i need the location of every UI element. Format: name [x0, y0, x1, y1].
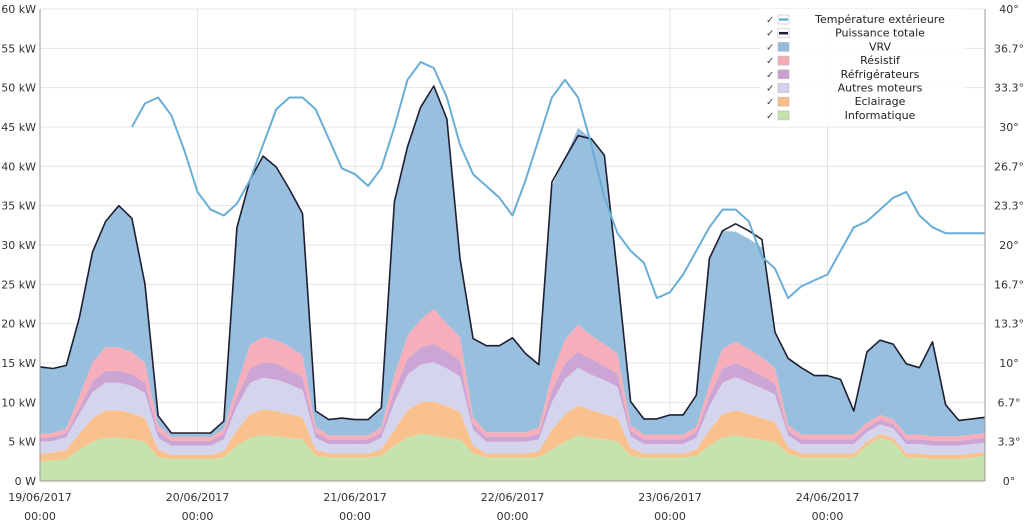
- axes: 0 W 5 kW 10 kW 15 kW 20 kW 25 kW 30 kW 35 kW 40 …: [1, 3, 1024, 523]
- legend-label[interactable]: Puissance totale: [835, 27, 925, 40]
- y-tick-label: 40 kW: [1, 160, 36, 173]
- y2-tick-label: 10°: [999, 357, 1019, 370]
- stacked-areas: [40, 88, 985, 481]
- area-eclairage: [40, 401, 985, 462]
- x-tick-date: 24/06/2017: [796, 491, 859, 504]
- x-tick-time: 00:00: [497, 510, 529, 523]
- x-tick-date: 20/06/2017: [166, 491, 229, 504]
- x-tick-time: 00:00: [339, 510, 371, 523]
- y-tick-label: 30 kW: [1, 239, 36, 252]
- y2-tick-label: 26.7°: [994, 160, 1024, 173]
- line-puissance-totale: [39, 85, 986, 434]
- legend-swatch: [777, 42, 790, 52]
- y-tick-label: 5 kW: [8, 436, 36, 449]
- area-r-sistif: [40, 308, 985, 441]
- legend-swatch: [777, 96, 790, 107]
- y2-tick-label: 40°: [999, 3, 1019, 16]
- legend-label[interactable]: Informatique: [845, 109, 916, 122]
- legend-checkbox-icon[interactable]: ✓: [766, 70, 774, 81]
- y2-tick-label: 36.7°: [994, 42, 1024, 55]
- x-tick-date: 23/06/2017: [638, 491, 701, 504]
- legend-checkbox-icon[interactable]: ✓: [766, 97, 774, 108]
- x-tick-date: 19/06/2017: [8, 491, 71, 504]
- y2-tick-label: 3.3°: [998, 436, 1021, 449]
- legend-label[interactable]: Réfrigérateurs: [841, 68, 920, 81]
- y-tick-label: 50 kW: [1, 82, 36, 95]
- legend[interactable]: ✓ Température extérieure ✓ Puissance totale…: [760, 9, 966, 127]
- y2-tick-label: 20°: [999, 239, 1019, 252]
- y2-tick-label: 6.7°: [998, 396, 1021, 409]
- y-tick-label: 35 kW: [1, 200, 36, 213]
- y-tick-label: 20 kW: [1, 318, 36, 331]
- legend-swatch: [777, 83, 790, 93]
- legend-swatch: [777, 110, 790, 121]
- legend-checkbox-icon[interactable]: ✓: [766, 84, 774, 95]
- area-vrv: [40, 88, 985, 437]
- y2-tick-label: 16.7°: [994, 278, 1024, 291]
- legend-checkbox-icon[interactable]: ✓: [766, 111, 774, 122]
- legend-label[interactable]: Eclairage: [855, 95, 906, 108]
- y2-tick-label: 23.3°: [994, 200, 1024, 213]
- y2-tick-label: 0°: [1003, 475, 1016, 488]
- legend-label[interactable]: Température extérieure: [814, 13, 945, 26]
- x-tick-time: 00:00: [812, 510, 844, 523]
- legend-label[interactable]: VRV: [869, 40, 892, 53]
- area-autres-moteurs: [40, 362, 985, 455]
- y-tick-label: 60 kW: [1, 3, 36, 16]
- y-tick-label: 25 kW: [1, 278, 36, 291]
- y-tick-label: 15 kW: [1, 357, 36, 370]
- legend-background: [760, 9, 966, 127]
- legend-swatch: [777, 69, 790, 80]
- legend-checkbox-icon[interactable]: ✓: [766, 15, 774, 26]
- line-temperature-exterieure: [131, 61, 985, 300]
- y2-tick-label: 30°: [999, 121, 1019, 134]
- legend-swatch: [777, 55, 790, 66]
- legend-checkbox-icon[interactable]: ✓: [766, 29, 774, 40]
- y-tick-label: 55 kW: [1, 42, 36, 55]
- legend-label[interactable]: Autres moteurs: [838, 82, 923, 95]
- area-r-frig-rateurs: [40, 344, 985, 446]
- y-tick-label: 0 W: [15, 475, 36, 488]
- y-tick-label: 45 kW: [1, 121, 36, 134]
- y-tick-label: 10 kW: [1, 396, 36, 409]
- legend-label[interactable]: Résistif: [860, 54, 901, 67]
- legend-checkbox-icon[interactable]: ✓: [766, 42, 774, 53]
- x-tick-time: 00:00: [24, 510, 56, 523]
- series-lines: [39, 61, 986, 434]
- y2-tick-label: 33.3°: [994, 82, 1024, 95]
- x-tick-date: 21/06/2017: [323, 491, 386, 504]
- legend-checkbox-icon[interactable]: ✓: [766, 56, 774, 67]
- y2-tick-label: 13.3°: [994, 318, 1024, 331]
- x-tick-time: 00:00: [182, 510, 214, 523]
- x-tick-date: 22/06/2017: [481, 491, 544, 504]
- x-tick-time: 00:00: [654, 510, 686, 523]
